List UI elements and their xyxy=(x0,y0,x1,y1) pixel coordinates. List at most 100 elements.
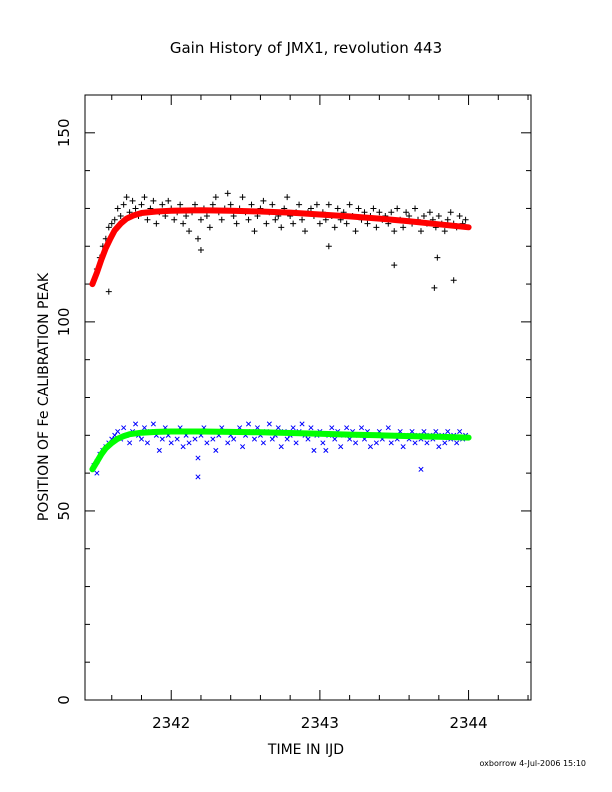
data-point-plus xyxy=(227,201,234,208)
data-point-cross xyxy=(275,425,281,431)
y-tick-label: 150 xyxy=(55,118,73,147)
data-point-cross xyxy=(225,440,231,446)
data-point-plus xyxy=(331,224,338,231)
footer-credit: oxborrow 4-Jul-2006 15:10 xyxy=(479,759,586,768)
data-point-cross xyxy=(412,440,418,446)
data-point-plus xyxy=(120,201,127,208)
data-point-plus xyxy=(251,228,258,235)
y-tick-label: 50 xyxy=(55,501,73,520)
data-point-plus xyxy=(334,205,341,212)
data-point-plus xyxy=(224,190,231,197)
data-point-plus xyxy=(203,213,210,219)
data-point-plus xyxy=(434,254,441,261)
data-point-cross xyxy=(156,447,162,453)
data-point-plus xyxy=(376,209,383,216)
data-point-plus xyxy=(364,220,371,227)
data-point-cross xyxy=(320,440,326,446)
data-point-plus xyxy=(165,197,172,204)
data-point-plus xyxy=(388,209,395,216)
data-point-plus xyxy=(177,201,184,208)
data-point-plus xyxy=(117,213,124,219)
data-point-plus xyxy=(394,205,401,212)
axis-ticks xyxy=(85,94,531,701)
data-point-plus xyxy=(444,216,451,223)
data-point-plus xyxy=(150,197,157,204)
data-point-plus xyxy=(447,209,454,216)
data-point-cross xyxy=(418,466,424,472)
data-point-cross xyxy=(245,421,252,427)
data-point-plus xyxy=(431,284,438,291)
data-point-cross xyxy=(186,440,192,446)
data-point-cross xyxy=(240,444,246,450)
data-point-plus xyxy=(206,224,213,231)
data-point-cross xyxy=(192,436,198,442)
data-point-plus xyxy=(412,205,419,212)
data-point-plus xyxy=(462,216,469,223)
data-point-cross xyxy=(400,444,406,450)
data-point-plus xyxy=(325,201,332,208)
data-point-cross xyxy=(266,421,272,427)
data-point-plus xyxy=(218,216,225,223)
data-point-plus xyxy=(263,220,270,227)
data-point-plus xyxy=(192,201,199,208)
data-point-plus xyxy=(129,197,136,204)
tick-labels: 0 50 100 150 2342 2343 2344 xyxy=(55,118,488,732)
data-point-cross xyxy=(344,425,350,431)
data-point-plus xyxy=(361,209,368,216)
data-point-cross xyxy=(144,440,150,446)
data-point-cross xyxy=(442,440,448,446)
data-point-cross xyxy=(168,440,174,446)
data-point-cross xyxy=(305,436,311,442)
data-point-cross xyxy=(150,421,156,427)
data-point-plus xyxy=(373,224,380,231)
data-point-plus xyxy=(355,205,362,212)
data-point-plus xyxy=(403,209,410,216)
data-point-cross xyxy=(174,436,180,442)
data-point-cross xyxy=(180,444,186,450)
data-point-plus xyxy=(197,247,204,254)
data-point-plus xyxy=(132,205,139,212)
data-point-plus xyxy=(346,201,353,208)
data-point-cross xyxy=(421,428,427,435)
data-point-plus xyxy=(141,194,148,201)
data-point-cross xyxy=(311,447,317,453)
data-point-plus xyxy=(123,194,130,201)
data-point-plus xyxy=(138,201,145,208)
data-point-plus xyxy=(239,194,246,201)
data-marks xyxy=(89,190,472,480)
data-point-cross xyxy=(329,425,335,431)
data-point-plus xyxy=(209,201,216,208)
data-point-cross xyxy=(269,436,275,442)
data-point-plus xyxy=(343,220,350,227)
data-point-cross xyxy=(332,436,338,442)
data-point-cross xyxy=(424,440,430,446)
y-tick-label: 0 xyxy=(55,695,73,705)
data-point-plus xyxy=(245,216,252,223)
data-point-plus xyxy=(316,220,323,227)
data-point-cross xyxy=(141,425,148,431)
chart-title: Gain History of JMX1, revolution 443 xyxy=(170,39,442,57)
data-point-cross xyxy=(251,436,258,442)
data-point-cross xyxy=(323,447,329,453)
data-point-plus xyxy=(260,197,267,204)
data-point-plus xyxy=(186,228,193,235)
x-tick-label: 2343 xyxy=(301,714,339,732)
data-point-plus xyxy=(272,216,279,223)
data-point-plus xyxy=(406,213,413,219)
x-tick-label: 2342 xyxy=(152,714,190,732)
data-point-cross xyxy=(195,474,201,480)
data-point-plus xyxy=(144,216,151,223)
data-point-plus xyxy=(171,216,178,223)
data-point-cross xyxy=(159,436,165,442)
data-point-plus xyxy=(183,213,190,219)
data-point-plus xyxy=(197,216,204,223)
data-point-cross xyxy=(388,440,394,446)
data-point-plus xyxy=(313,201,320,208)
data-point-plus xyxy=(302,228,309,235)
data-point-plus xyxy=(230,213,237,219)
data-point-plus xyxy=(450,277,457,284)
data-point-cross xyxy=(210,436,216,442)
data-point-plus xyxy=(400,224,407,231)
data-point-cross xyxy=(308,425,314,431)
data-point-cross xyxy=(284,436,290,442)
